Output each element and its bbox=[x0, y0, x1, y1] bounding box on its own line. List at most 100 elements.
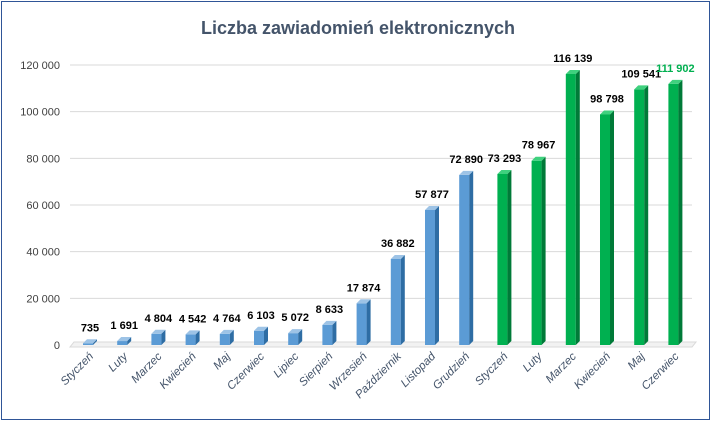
bar bbox=[254, 326, 268, 345]
bar-top bbox=[459, 170, 474, 175]
bar-top bbox=[219, 329, 234, 334]
bar bbox=[356, 299, 371, 345]
bar bbox=[322, 320, 337, 345]
bar-side bbox=[366, 299, 371, 345]
y-tick-label: 100 000 bbox=[20, 107, 60, 119]
bar-top bbox=[531, 156, 546, 161]
bar-front bbox=[117, 341, 128, 345]
y-tick-label: 80 000 bbox=[26, 153, 60, 165]
bar bbox=[600, 110, 614, 345]
y-tick-label: 40 000 bbox=[26, 247, 60, 259]
bar bbox=[288, 329, 303, 345]
y-tick-label: 0 bbox=[54, 340, 60, 352]
bar-top bbox=[425, 205, 439, 210]
x-tick-label: Maj bbox=[626, 350, 648, 372]
bar-top bbox=[254, 326, 268, 331]
x-tick-label: Styczeń bbox=[473, 351, 510, 388]
bar-top bbox=[668, 79, 683, 84]
data-label: 4 764 bbox=[213, 313, 241, 325]
bar-front bbox=[425, 209, 435, 345]
bar-front bbox=[634, 89, 645, 346]
bar bbox=[634, 85, 649, 346]
bar-side bbox=[400, 254, 405, 345]
bar-side bbox=[610, 110, 614, 345]
chart-title: Liczba zawiadomień elektronicznych bbox=[201, 18, 515, 38]
data-label: 98 798 bbox=[590, 93, 624, 105]
bar-side bbox=[644, 85, 649, 346]
bar-side bbox=[161, 329, 166, 345]
bar-front bbox=[322, 324, 333, 345]
y-tick-label: 120 000 bbox=[20, 60, 60, 72]
data-label: 5 072 bbox=[281, 312, 309, 324]
bar-top bbox=[83, 339, 97, 344]
bar-top bbox=[151, 329, 166, 334]
bar bbox=[117, 337, 132, 345]
x-tick-label: Lipiec bbox=[272, 350, 302, 380]
data-label: 6 103 bbox=[247, 310, 275, 322]
bar-side bbox=[541, 156, 546, 345]
x-tick-label: Kwiecień bbox=[158, 351, 199, 392]
bar-side bbox=[469, 170, 474, 345]
data-label: 111 902 bbox=[656, 63, 695, 75]
data-label: 4 804 bbox=[145, 313, 173, 325]
bar bbox=[83, 339, 97, 345]
bar-side bbox=[264, 326, 268, 345]
bar bbox=[531, 156, 546, 345]
bar-top bbox=[565, 70, 580, 75]
bar-top bbox=[390, 254, 405, 259]
bar-front bbox=[668, 83, 679, 346]
bar-front bbox=[459, 174, 470, 345]
bar bbox=[565, 70, 580, 345]
bar-top bbox=[600, 110, 614, 115]
bar-side bbox=[195, 330, 200, 345]
bar-side bbox=[435, 205, 439, 345]
data-label: 8 633 bbox=[316, 304, 344, 316]
bar-side bbox=[229, 329, 234, 345]
bar-top bbox=[288, 329, 303, 334]
bar-top bbox=[634, 85, 649, 90]
bar bbox=[668, 79, 683, 346]
bar-top bbox=[185, 330, 200, 335]
bar-front bbox=[185, 334, 196, 345]
bar-front bbox=[151, 333, 162, 345]
bar bbox=[185, 330, 200, 345]
x-tick-label: Luty bbox=[106, 350, 131, 375]
data-label: 109 541 bbox=[621, 68, 661, 80]
bar-front bbox=[254, 330, 264, 345]
bar-front bbox=[83, 343, 93, 345]
bar-front bbox=[288, 333, 299, 345]
bar-front bbox=[565, 74, 576, 345]
bar-side bbox=[575, 70, 580, 345]
bar-top bbox=[356, 299, 371, 304]
bar-front bbox=[219, 333, 230, 345]
bar-front bbox=[600, 114, 610, 345]
bar-top bbox=[117, 337, 132, 342]
bar-side bbox=[127, 337, 132, 345]
data-label: 4 542 bbox=[179, 313, 207, 325]
bar bbox=[497, 169, 512, 345]
x-tick-label: Kwiecień bbox=[572, 351, 613, 392]
x-tick-label: Czerwiec bbox=[640, 350, 682, 392]
data-label: 78 967 bbox=[522, 140, 556, 152]
data-label: 36 882 bbox=[381, 238, 415, 250]
data-label: 116 139 bbox=[553, 53, 592, 65]
y-tick-label: 20 000 bbox=[26, 293, 60, 305]
bar bbox=[219, 329, 234, 345]
data-label: 17 874 bbox=[347, 282, 382, 294]
bar-side bbox=[298, 329, 303, 345]
data-label: 1 691 bbox=[110, 320, 138, 332]
bar-front bbox=[356, 303, 367, 345]
bar-side bbox=[678, 79, 683, 346]
bar bbox=[425, 205, 439, 345]
bar bbox=[459, 170, 474, 345]
data-label: 72 890 bbox=[449, 154, 483, 166]
bar bbox=[151, 329, 166, 345]
data-label: 73 293 bbox=[488, 153, 522, 165]
bar-front bbox=[497, 173, 508, 345]
bar-side bbox=[332, 320, 337, 345]
bar-front bbox=[390, 258, 401, 345]
x-tick-label: Maj bbox=[211, 350, 233, 372]
x-tick-label: Czerwiec bbox=[225, 350, 267, 392]
